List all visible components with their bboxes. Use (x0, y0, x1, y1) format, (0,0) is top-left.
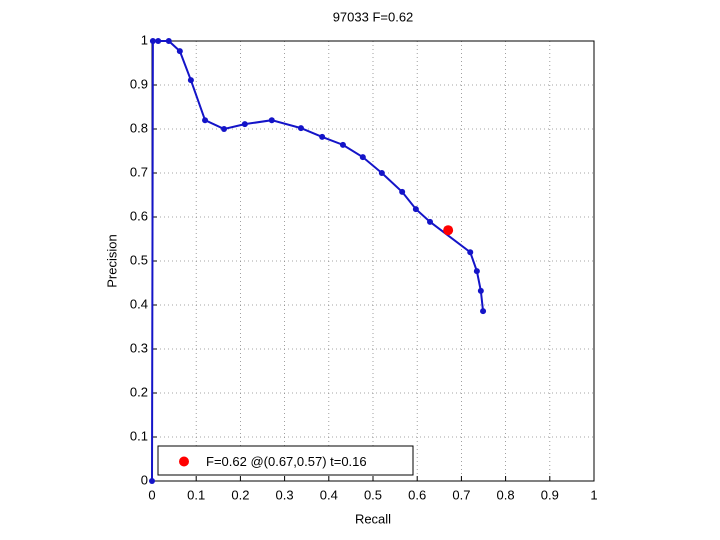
legend-box (157, 445, 414, 476)
x-tick-label: 0.7 (452, 487, 470, 502)
y-tick-label: 0.3 (130, 340, 148, 355)
x-tick-label: 0.3 (276, 487, 294, 502)
y-tick-label: 0.9 (130, 76, 148, 91)
y-tick-label: 0.7 (130, 164, 148, 179)
series-point (149, 478, 155, 484)
x-tick-label: 0.1 (187, 487, 205, 502)
x-tick-label: 0.2 (231, 487, 249, 502)
series-point (187, 77, 194, 84)
series-point (241, 121, 248, 128)
x-tick-label: 1 (590, 487, 597, 502)
series-point (202, 117, 209, 124)
series-point (149, 38, 156, 44)
series-point (268, 117, 275, 124)
x-tick-label: 0.6 (408, 487, 426, 502)
series-point (412, 206, 419, 213)
series-point (165, 38, 172, 44)
series-point (378, 170, 385, 176)
series-point (399, 188, 406, 195)
series-point (221, 126, 228, 132)
y-tick-label: 0.2 (130, 384, 148, 399)
y-tick-label: 0.8 (130, 120, 148, 135)
y-tick-label: 0 (141, 472, 148, 487)
x-tick-label: 0.4 (320, 487, 338, 502)
series-point (480, 308, 487, 315)
series-point (155, 38, 162, 44)
chart-title: 97033 F=0.62 (333, 9, 414, 24)
x-tick-label: 0.5 (364, 487, 382, 502)
highlight-point (443, 225, 454, 236)
y-tick-label: 1 (141, 32, 148, 47)
series-point (319, 133, 326, 140)
y-tick-label: 0.4 (130, 296, 148, 311)
series-line (151, 40, 485, 482)
series-point (473, 268, 480, 275)
series-point (359, 154, 366, 161)
y-tick-label: 0.5 (130, 252, 148, 267)
y-tick-label: 0.1 (130, 428, 148, 443)
x-tick-label: 0.8 (497, 487, 515, 502)
x-tick-label: 0.9 (541, 487, 559, 502)
series-point (467, 249, 474, 256)
x-tick-label: 0 (148, 487, 155, 502)
series-point (339, 141, 346, 148)
x-axis-label: Recall (355, 511, 391, 526)
series-point (477, 287, 484, 294)
series-point (176, 48, 183, 55)
legend-marker (179, 456, 189, 467)
series-point (427, 218, 434, 225)
legend-label: F=0.62 @(0.67,0.57) t=0.16 (206, 454, 367, 469)
y-axis-label: Precision (104, 234, 119, 287)
y-tick-label: 0.6 (130, 208, 148, 223)
series-point (297, 125, 304, 132)
